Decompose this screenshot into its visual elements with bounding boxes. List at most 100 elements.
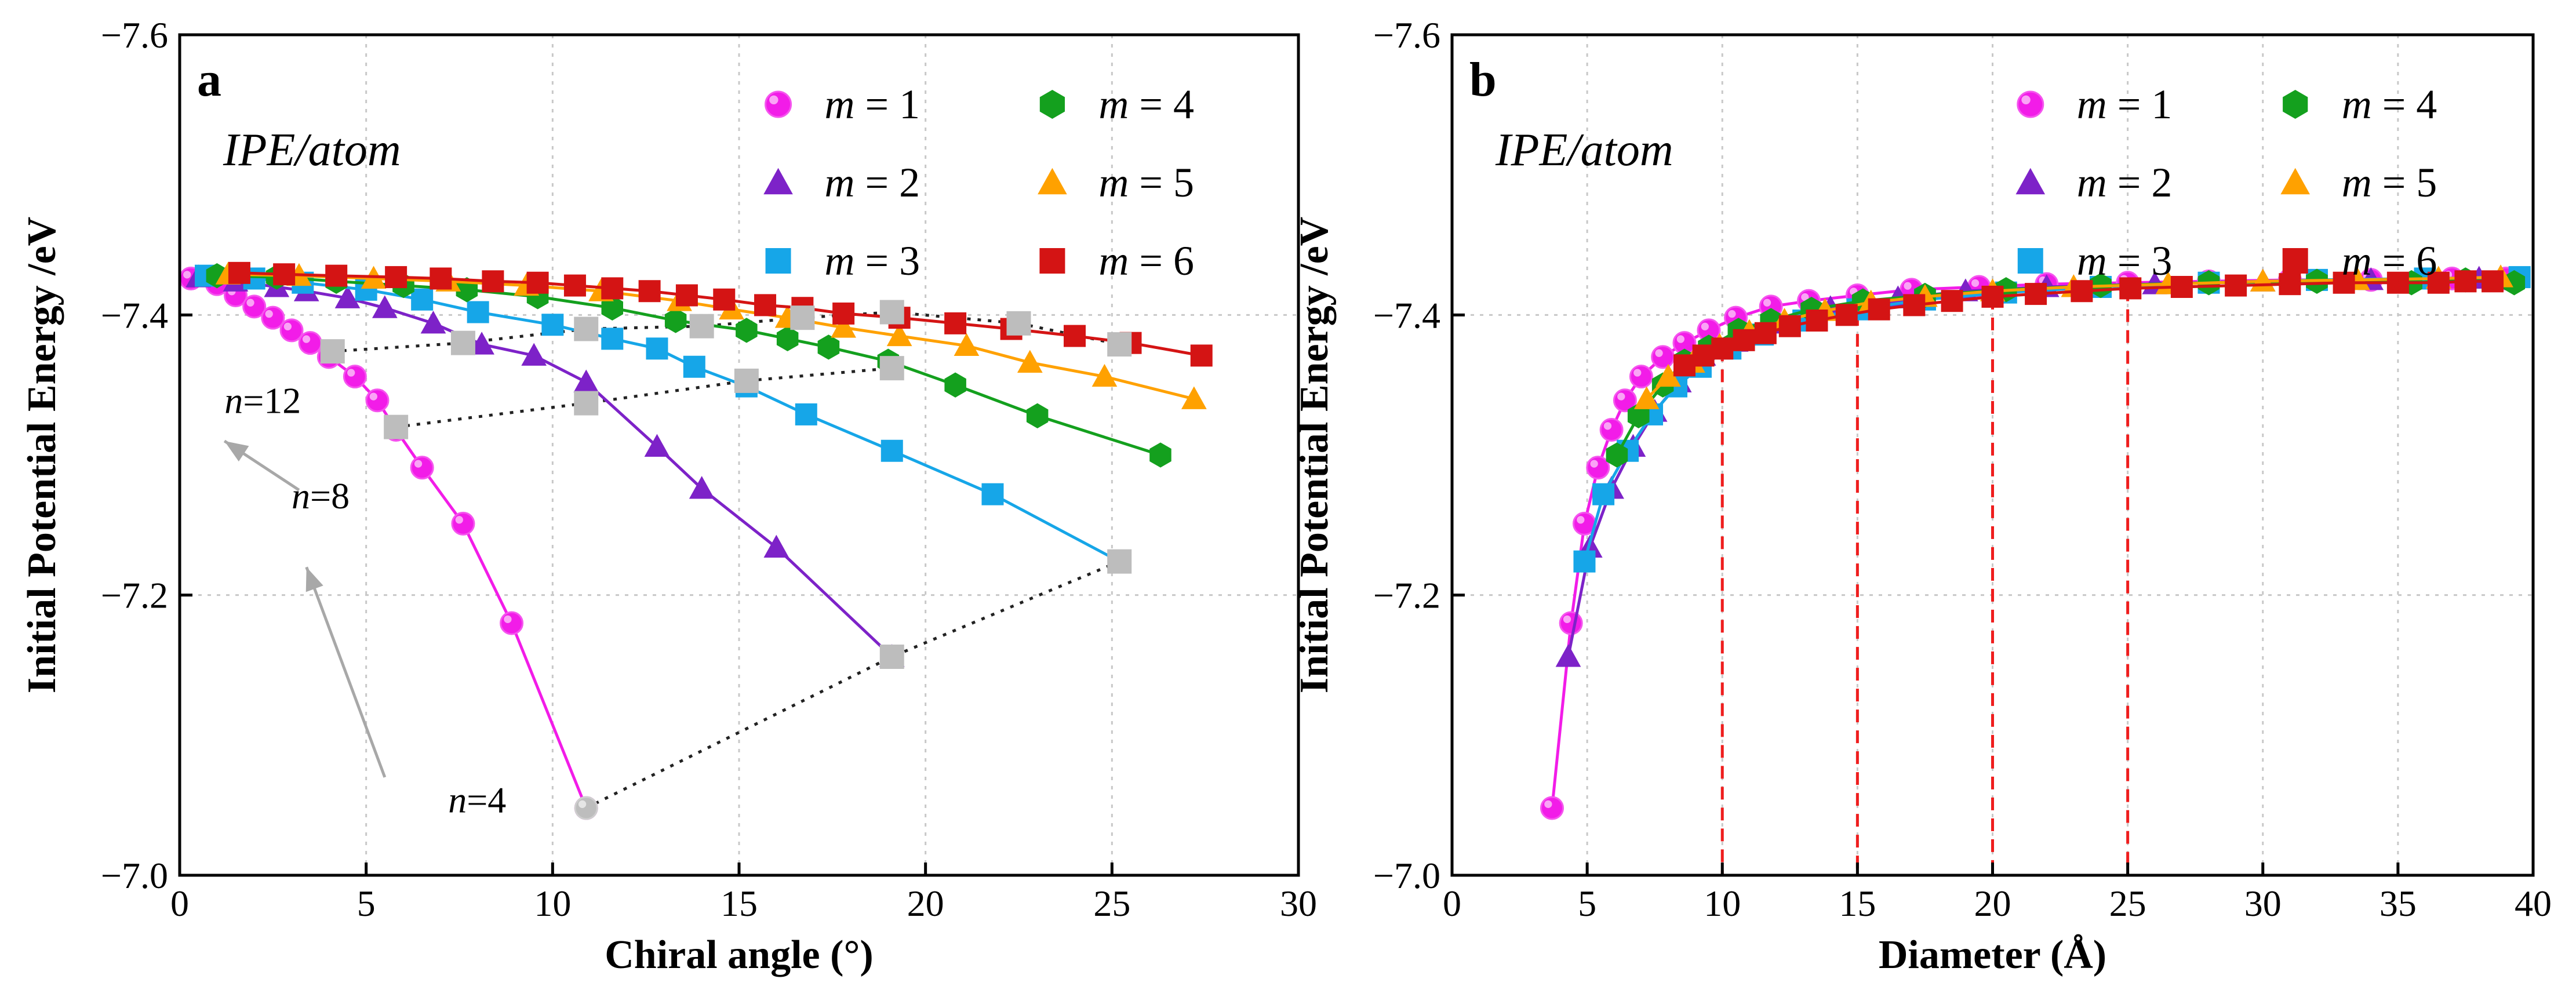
panel-a-n-label-1-value: =8 [310,475,350,516]
panel-b-series-m6-point [2279,273,2301,296]
panel-a-ylabel: Initial Potential Energy /eV [20,217,64,693]
panel-a-series-m1-point-shine [414,460,423,468]
panel-a-series-m6-point [563,274,586,297]
panel-a-n-connector-1 [395,366,893,429]
panel-a-n-label-0-value: =12 [243,380,301,421]
panel-b-legend-marker-m1-body [2017,90,2044,118]
panel-b-series-m6-point [1733,329,1755,351]
panel-a-series-m1-point [365,388,390,413]
panel-b-legend-label-m1: m = 1 [2077,81,2173,128]
panel-a-legend-label-m2: m = 2 [825,159,920,206]
panel-b-ytick-label: −7.2 [1373,575,1440,616]
panel-b-series-m6-point [2071,280,2093,303]
panel-a-series-m1-point [500,611,524,635]
panel-a-series-m6-point [713,288,736,311]
panel-a-series-m6-point [385,266,407,289]
panel-b-series-m6 [1673,270,2504,377]
panel-a-series-m5-point [831,315,856,338]
panel-a-series-m2-point [420,310,446,334]
panel-a-n-connector-2 [585,560,1120,810]
panel-a-series-m5-point [1181,386,1207,409]
panel-b-series-m6-point [1981,285,2004,308]
panel-a-n-marker [450,330,475,355]
panel-b-series-m1-point-shine [1728,310,1736,318]
panel-a-series-m1-point-body [261,305,285,330]
panel-a-series-m2-point [573,369,599,392]
panel-b-red-dashed-lines [1720,288,2130,875]
panel-b-ipe-annotation: IPE/atom [1495,125,1673,176]
panel-a-series-m1-point-shine [369,392,377,401]
panel-a-legend-marker-m1-shine [769,95,778,104]
panel-b-legend-label-m-var: m [2342,81,2372,128]
panel-a-xtick-label: 20 [907,883,944,924]
panel-b-legend-label-m-var: m [2077,238,2107,284]
panel-b-series-m6-point [2386,271,2409,294]
panel-a-legend-label-m-var: m [1098,159,1129,206]
panel-a-legend-label-m-eq: = 4 [1129,81,1194,128]
panel-b-series-m6-point [2025,283,2047,305]
panel-b-ytick-label: −7.6 [1373,14,1440,56]
panel-a-arrow-0-shaft [305,566,387,778]
panel-b-series-m1-point-shine [1617,392,1625,401]
panel-b-legend-label-m-eq: = 5 [2372,159,2437,206]
panel-a-series-m3 [195,264,1131,573]
panel-b-legend-label-m-var: m [2342,238,2372,284]
panel-a-arrow-0-head [305,567,323,592]
panel-a-xtick-label: 15 [721,883,758,924]
panel-b-legend-label-m5: m = 5 [2342,159,2437,206]
panel-b-series-m1-point-shine [1971,279,1980,287]
panel-a-series-m1-point [451,511,475,536]
panel-b-legend-marker-m2 [2015,168,2046,195]
panel-b-legend-label-m3: m = 3 [2077,238,2173,284]
panel-b-series-m1-point-shine [1563,615,1571,623]
panel-a-series-m1-point-shine [504,615,512,623]
panel-b-series-m1-point-shine [1676,335,1684,343]
panel-a-legend-marker-m4 [1039,90,1065,119]
panel-a-legend-marker-m1-body [765,90,792,118]
panel-b-xtick-label: 10 [1704,883,1741,924]
panel-a-legend-marker-m5 [1038,168,1067,195]
panel-b-ticks: 0 5 10 15 20 25 30 35 40 −7.6 −7.4 −7.2 −7.0 [1373,14,2552,924]
panel-a-n-marker [574,316,599,341]
panel-b-series-m1-point [1559,611,1583,635]
panel-a-series-m1-point [261,305,285,330]
panel-b-series-m6-point [2225,274,2247,297]
panel-a-xtick-label: 30 [1280,883,1317,924]
panel-b-legend-label-m-var: m [2077,159,2107,206]
panel-b-legend-label-m2: m = 2 [2077,159,2173,206]
panel-b-ytick-label: −7.4 [1373,294,1440,336]
panel-a-series-m2-point [689,476,715,499]
panel-a-series-m6-point [754,294,777,316]
panel-a-n-marker [790,305,815,330]
panel-b-series-m6-point [2482,270,2504,293]
panel-b-series-m6-point [1778,315,1801,337]
panel-b-series-m1-point [1629,365,1653,389]
panel-a-series-m6-point [482,270,504,293]
panel-b-xtick-label: 0 [1443,883,1461,924]
panel-a-series-m3-point [683,355,705,378]
panel-b-series-m3 [1573,266,2531,573]
panel-b-series-m1-point-body [1599,418,1624,442]
panel-a-n-marker [574,391,599,416]
panel-b-series-m5-point [1633,386,1660,409]
panel-a-series-m1-point-body [279,318,304,343]
panel-b-chart: 0 5 10 15 20 25 30 35 40 −7.6 −7.4 −7.2 −7.0 Diameter… [1292,14,2552,977]
panel-a-series-m5-point [954,333,980,356]
panel-a-xtick-label: 25 [1093,883,1130,924]
panel-a-ytick-label: −7.6 [101,14,168,56]
panel-b-legend-marker-m4 [2283,90,2308,119]
panel-a-series-m2-point [469,332,494,355]
panel-a-series-m4-point [944,372,966,398]
panel-a-ytick-label: −7.4 [101,294,168,336]
panel-b-series-m6-point [1673,354,1695,377]
panel-a-arrow-1-head [224,441,249,462]
panel-b-legend-label-m-eq: = 6 [2372,238,2437,284]
panel-a-series-m6-point [1190,344,1213,367]
panel-b-series-m6-point [1835,304,1858,326]
panel-a-n-markers [320,300,1132,820]
panel-b-series-m3-point [1592,483,1615,505]
panel-a-n-marker [1006,311,1031,336]
panel-a-series-m1-point-body [451,511,475,536]
panel-a-series-m3-point [541,314,564,336]
panel-a-n-marker [734,368,759,393]
